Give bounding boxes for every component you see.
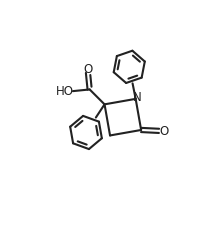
Text: O: O <box>83 62 93 75</box>
Text: HO: HO <box>56 85 74 98</box>
Text: N: N <box>133 91 142 104</box>
Text: O: O <box>159 125 168 138</box>
